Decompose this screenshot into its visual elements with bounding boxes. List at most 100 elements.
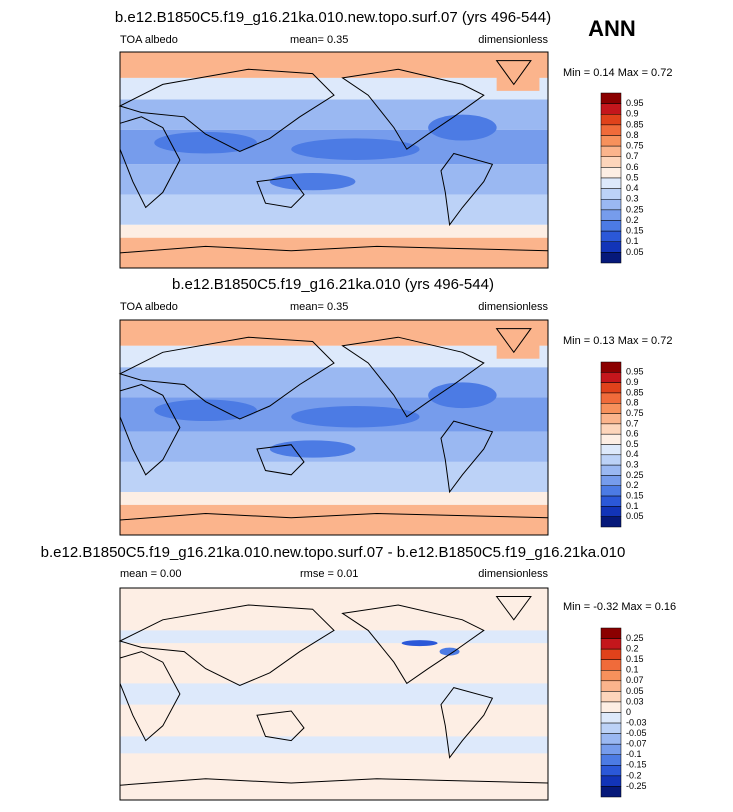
colorbar-swatch: [600, 413, 622, 425]
map-band: [120, 224, 548, 238]
colorbar-label: 0.75: [626, 408, 644, 418]
colorbar-label: 0.7: [626, 151, 639, 161]
colorbar-swatch: [600, 722, 622, 734]
coastline: [341, 604, 485, 685]
colorbar-swatch: [600, 495, 622, 507]
colorbar-label: 0.15: [626, 226, 644, 236]
colorbar-label: 0: [626, 707, 631, 717]
colorbar-label: 0.95: [626, 98, 644, 108]
colorbar-label: 0.8: [626, 130, 639, 140]
colorbar-label: 0.07: [626, 675, 644, 685]
colorbar-label: 0.75: [626, 141, 644, 151]
colorbar-swatch: [600, 786, 622, 798]
colorbar-swatch: [600, 765, 622, 777]
colorbar-label: 0.2: [626, 644, 639, 654]
colorbar-swatch: [600, 464, 622, 476]
colorbar-swatch: [600, 670, 622, 682]
coastline: [256, 176, 305, 209]
colorbar-swatch: [600, 516, 622, 528]
colorbar-swatch: [600, 743, 622, 755]
map: [118, 320, 549, 535]
colorbar-label: 0.1: [626, 236, 639, 246]
panel-title: b.e12.B1850C5.f19_g16.21ka.010.new.topo.…: [115, 9, 551, 26]
map-blob: [269, 172, 356, 191]
map-blob: [291, 406, 420, 428]
map-band: [120, 683, 548, 705]
colorbar-label: 0.25: [626, 204, 644, 214]
coastline: [118, 68, 335, 152]
colorbar-swatch: [600, 372, 622, 383]
colorbar-label: 0.95: [626, 367, 644, 377]
colorbar-label: 0.03: [626, 696, 644, 706]
map-band: [120, 194, 548, 225]
colorbar-label: 0.05: [626, 511, 644, 521]
colorbar-label: -0.1: [626, 749, 642, 759]
colorbar-label: 0.1: [626, 665, 639, 675]
colorbar-label: 0.15: [626, 654, 644, 664]
colorbar-swatch: [600, 92, 622, 104]
colorbar-swatch: [600, 423, 622, 435]
map-frame: [119, 587, 549, 801]
coastline: [495, 60, 532, 86]
map-blob: [428, 114, 497, 141]
colorbar-label: 0.5: [626, 439, 639, 449]
colorbar-swatch: [600, 252, 622, 264]
coastline: [440, 152, 494, 227]
colorbar-label: 0.85: [626, 119, 644, 129]
colorbar-swatch: [600, 506, 622, 517]
season-label: ANN: [588, 16, 636, 41]
colorbar-label: 0.6: [626, 162, 639, 172]
colorbar-label: 0.25: [626, 470, 644, 480]
colorbar-label: 0.25: [626, 633, 644, 643]
coastline: [495, 596, 532, 621]
colorbar-label: 0.1: [626, 501, 639, 511]
coastline: [495, 328, 532, 354]
colorbar-swatch: [600, 177, 622, 189]
coastline: [119, 651, 181, 742]
coastline: [119, 512, 549, 521]
map-blob: [154, 131, 257, 154]
colorbar-label: -0.05: [626, 728, 647, 738]
panel-title: b.e12.B1850C5.f19_g16.21ka.010 (yrs 496-…: [172, 276, 494, 293]
colorbar-swatch: [600, 638, 622, 650]
map-frame: [119, 51, 549, 269]
coastline: [440, 420, 494, 494]
colorbar-swatch: [600, 230, 622, 242]
map-band: [120, 492, 548, 505]
map-blob: [269, 440, 356, 458]
map: [118, 52, 549, 268]
colorbar-swatch: [600, 701, 622, 713]
map-band: [120, 345, 548, 368]
colorbar-swatch: [600, 712, 622, 724]
map-blob: [439, 647, 460, 656]
right-label: dimensionless: [478, 301, 548, 313]
center-label: mean= 0.35: [290, 34, 348, 46]
map: [118, 588, 549, 800]
map-blob: [291, 138, 420, 160]
colorbar-swatch: [600, 114, 622, 126]
colorbar-label: 0.8: [626, 398, 639, 408]
colorbar-label: 0.3: [626, 460, 639, 470]
colorbar-swatch: [600, 648, 622, 660]
panel-title: b.e12.B1850C5.f19_g16.21ka.010.new.topo.…: [41, 544, 626, 561]
colorbar-swatch: [600, 392, 622, 404]
colorbar-label: -0.2: [626, 770, 642, 780]
right-label: dimensionless: [478, 568, 548, 580]
colorbar-swatch: [600, 156, 622, 168]
colorbar-swatch: [600, 361, 622, 373]
colorbar-label: -0.03: [626, 717, 647, 727]
colorbar-label: -0.25: [626, 781, 647, 791]
coastline: [440, 687, 494, 759]
colorbar-swatch: [600, 167, 622, 179]
colorbar-swatch: [600, 659, 622, 671]
left-label: TOA albedo: [120, 301, 178, 313]
map-blob: [154, 399, 257, 422]
map-band: [120, 237, 548, 268]
center-label: rmse = 0.01: [300, 568, 358, 580]
map-band: [120, 461, 548, 492]
colorbar-label: 0.4: [626, 183, 639, 193]
colorbar-label: 0.05: [626, 686, 644, 696]
colorbar-label: 0.05: [626, 247, 644, 257]
colorbar-swatch: [600, 691, 622, 703]
coastline: [341, 336, 485, 418]
